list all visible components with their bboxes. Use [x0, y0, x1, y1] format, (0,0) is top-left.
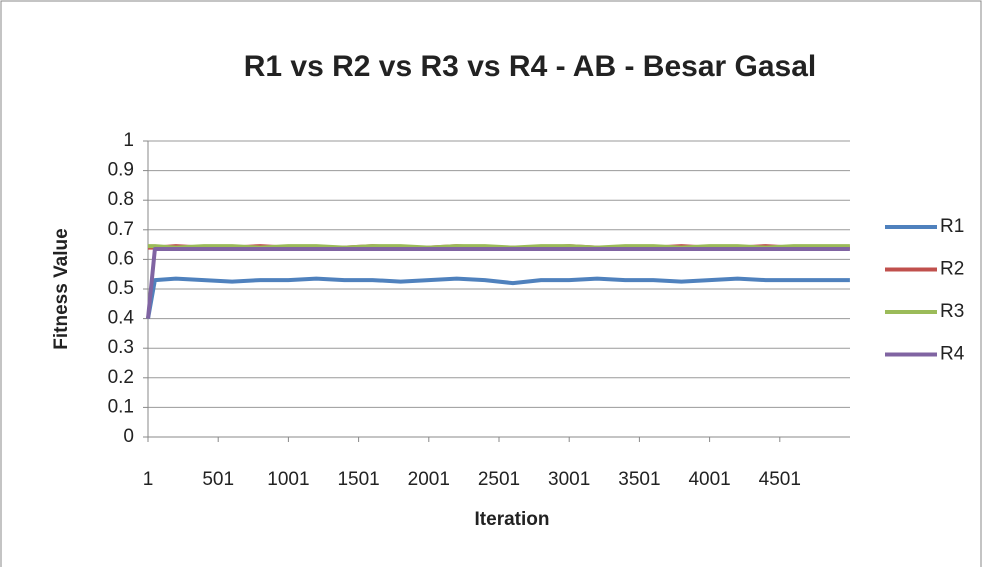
x-axis-label: Iteration — [475, 509, 550, 530]
x-tick-label: 4001 — [688, 469, 730, 490]
x-tick-label: 3501 — [618, 469, 660, 490]
chart-title: R1 vs R2 vs R3 vs R4 - AB - Besar Gasal — [244, 50, 817, 83]
x-tick-label: 1 — [143, 469, 154, 490]
x-tick-label: 1001 — [267, 469, 309, 490]
y-tick-label: 0.3 — [108, 337, 134, 358]
legend-label: R2 — [940, 259, 964, 280]
x-tick-label: 2501 — [478, 469, 520, 490]
y-tick-label: 0.8 — [108, 189, 134, 210]
series-line — [146, 247, 850, 319]
series-line — [146, 276, 850, 319]
legend-label: R4 — [940, 344, 965, 365]
y-tick-label: 0.9 — [108, 160, 134, 181]
y-tick-label: 1 — [123, 130, 134, 151]
y-tick-label: 0 — [123, 426, 134, 447]
x-tick-label: 1501 — [337, 469, 379, 490]
x-tick-label: 3001 — [548, 469, 590, 490]
x-tick-label: 501 — [202, 469, 234, 490]
x-tick-label: 4501 — [759, 469, 801, 490]
y-tick-label: 0.7 — [108, 219, 134, 240]
legend-label: R3 — [940, 301, 964, 322]
x-tick-label: 2001 — [408, 469, 450, 490]
series-line — [148, 244, 850, 250]
y-tick-label: 0.2 — [108, 367, 134, 388]
y-axis-label: Fitness Value — [51, 228, 72, 349]
y-tick-label: 0.5 — [108, 278, 134, 299]
y-tick-label: 0.6 — [108, 248, 134, 269]
legend-label: R1 — [940, 216, 964, 237]
y-tick-label: 0.1 — [108, 396, 134, 417]
y-tick-label: 0.4 — [108, 308, 135, 329]
